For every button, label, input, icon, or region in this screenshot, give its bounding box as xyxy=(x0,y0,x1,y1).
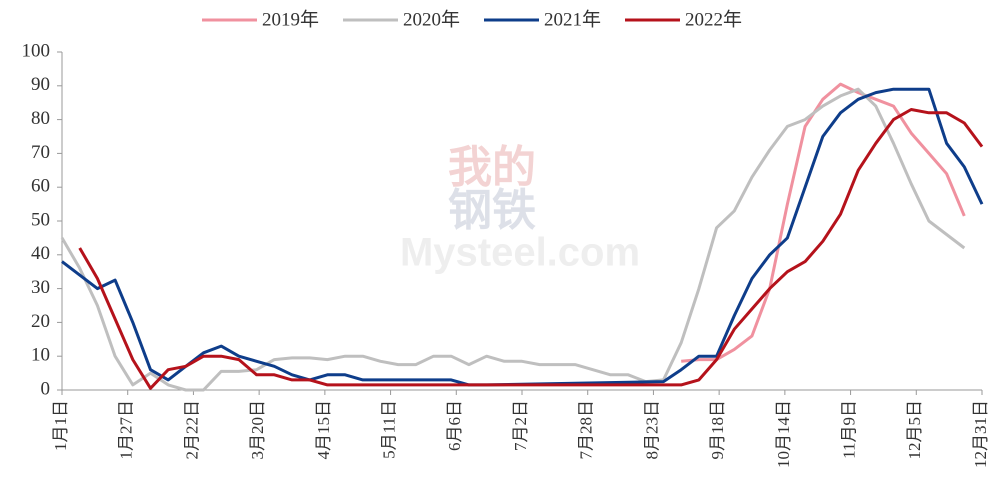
series-line xyxy=(60,87,966,392)
watermark: 钢铁 xyxy=(448,186,536,235)
series-line xyxy=(78,108,984,390)
legend-label: 2019年 xyxy=(262,8,319,30)
legend-label: 2021年 xyxy=(544,8,601,30)
x-tick-label: 7月28日 xyxy=(577,400,596,460)
watermark: Mysteel.com xyxy=(400,231,640,275)
y-tick-label: 0 xyxy=(41,378,51,399)
x-tick-label: 6月6日 xyxy=(445,400,464,451)
y-tick-label: 80 xyxy=(31,108,50,129)
y-tick-label: 20 xyxy=(31,311,50,332)
y-tick-label: 40 xyxy=(31,243,50,264)
y-tick-label: 60 xyxy=(31,176,50,197)
y-tick-label: 90 xyxy=(31,74,50,95)
x-tick-label: 3月20日 xyxy=(248,400,267,460)
y-tick-label: 70 xyxy=(31,142,50,163)
x-tick-label: 12月5日 xyxy=(905,400,924,460)
y-tick-label: 30 xyxy=(31,277,50,298)
series-line xyxy=(61,87,984,387)
x-tick-label: 7月2日 xyxy=(511,400,530,451)
y-tick-label: 100 xyxy=(22,40,51,61)
x-tick-label: 1月27日 xyxy=(117,400,136,460)
x-tick-label: 5月11日 xyxy=(379,400,398,459)
legend-label: 2020年 xyxy=(403,8,460,30)
x-tick-label: 10月14日 xyxy=(774,400,793,468)
x-tick-label: 9月18日 xyxy=(708,400,727,460)
legend-label: 2022年 xyxy=(685,8,742,30)
series-line xyxy=(681,82,966,363)
x-tick-label: 8月23日 xyxy=(642,400,661,460)
y-tick-label: 10 xyxy=(31,345,50,366)
x-tick-label: 11月9日 xyxy=(839,400,858,459)
watermark: 我的 xyxy=(448,143,536,192)
x-tick-label: 12月31日 xyxy=(971,400,990,468)
y-tick-label: 50 xyxy=(31,209,50,230)
x-tick-label: 1月1日 xyxy=(51,400,70,451)
x-tick-label: 2月22日 xyxy=(182,400,201,460)
x-tick-label: 4月15日 xyxy=(314,400,333,460)
